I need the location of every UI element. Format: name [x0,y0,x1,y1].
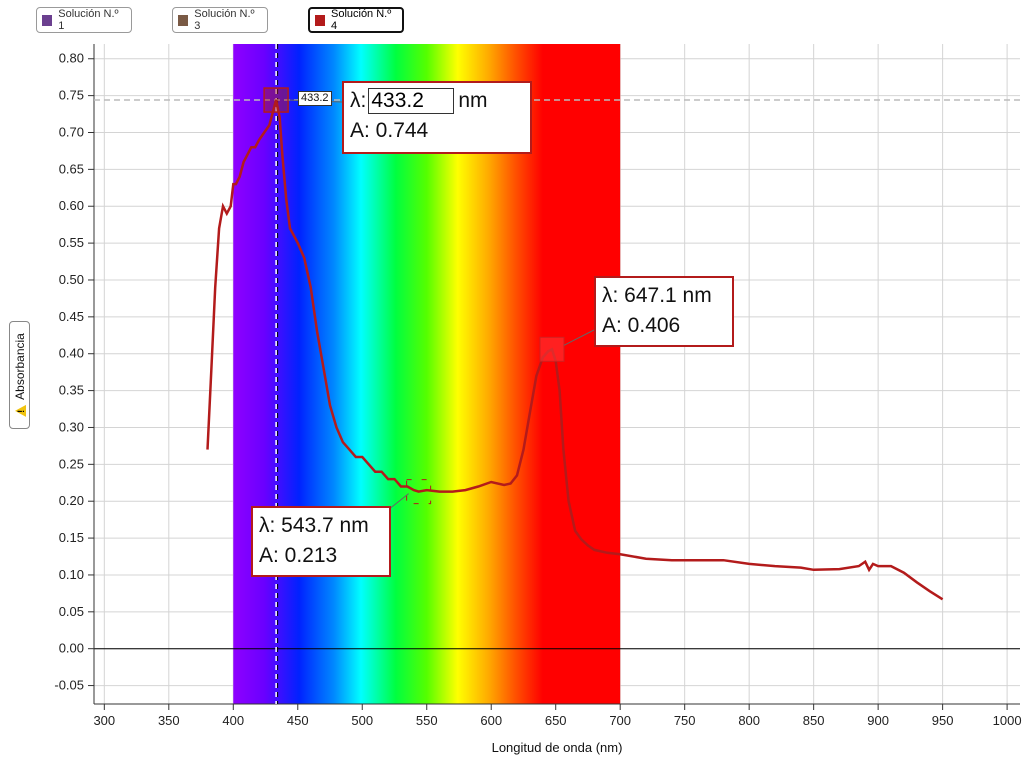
x-tick-label: 450 [287,713,309,728]
legend-swatch-1 [42,14,53,26]
legend-label-3: Solución N.º 3 [194,8,255,32]
legend-solucion-1[interactable]: Solución N.º 1 [36,7,132,33]
legend-swatch-3 [178,14,189,26]
cursor-marker[interactable] [263,87,289,113]
y-tick-label: -0.05 [54,678,84,693]
x-tick-label: 300 [93,713,115,728]
min-lambda: λ: 543.7 nm [259,514,369,537]
y-tick-label: 0.05 [59,604,84,619]
x-tick-label: 500 [351,713,373,728]
warning-icon [14,404,25,417]
peak-leader [563,329,595,346]
y-tick-label: 0.65 [59,161,84,176]
y-tick-label: 0.60 [59,198,84,213]
legend-solucion-3[interactable]: Solución N.º 3 [172,7,268,33]
min-callout: λ: 543.7 nm A: 0.213 [251,506,391,577]
cursor-callout: λ: nm A: 0.744 [342,81,532,154]
legend-label-4: Solución N.º 4 [330,8,392,32]
y-tick-label: 0.75 [59,88,84,103]
peak-lambda: λ: 647.1 nm [602,284,712,307]
x-tick-label: 700 [609,713,631,728]
x-tick-label: 400 [222,713,244,728]
cursor-unit: nm [458,89,488,112]
x-tick-label: 800 [738,713,760,728]
y-tick-label: 0.40 [59,346,84,361]
markers [263,87,565,505]
peak-absorbance: A: 0.406 [602,314,681,337]
y-tick-label: 0.80 [59,51,84,66]
y-axis-title-box[interactable]: Absorbancia [9,321,30,429]
y-tick-label: 0.20 [59,493,84,508]
visible-spectrum-band [233,44,621,704]
y-tick-label: 0.15 [59,530,84,545]
x-tick-label: 650 [545,713,567,728]
y-axis-title: Absorbancia [12,333,27,400]
y-tick-label: 0.55 [59,235,84,250]
x-ticks: 300 350 400 450 500 550 600 650 700 750 800 850 900 9… [93,704,1022,728]
x-tick-label: 950 [932,713,954,728]
series-solucion-4 [206,99,944,601]
y-tick-label: 0.10 [59,567,84,582]
peak-marker[interactable] [539,336,565,362]
cursor-absorbance: A: 0.744 [350,119,429,142]
legend-label-1: Solución N.º 1 [58,8,119,32]
legend-swatch-4 [315,14,325,26]
wavelength-input[interactable] [368,88,455,114]
cursor-x-tag: 433.2 [298,91,332,106]
x-axis-title: Longitud de onda (nm) [492,740,623,755]
y-tick-label: 0.00 [59,641,84,656]
y-tick-label: 0.50 [59,272,84,287]
min-marker[interactable] [406,479,432,505]
x-tick-label: 750 [674,713,696,728]
cursor-lambda-prefix: λ: [350,89,367,112]
y-tick-label: 0.30 [59,419,84,434]
x-tick-label: 600 [480,713,502,728]
min-absorbance: A: 0.213 [259,544,338,567]
y-tick-label: 0.25 [59,456,84,471]
legend-solucion-4[interactable]: Solución N.º 4 [308,7,404,33]
y-tick-label: 0.35 [59,383,84,398]
y-ticks: -0.05 0.00 0.05 0.10 0.15 0.20 0.25 0.30 0.35 0.4… [54,51,94,693]
min-leader [387,493,409,511]
x-tick-label: 1000 [993,713,1022,728]
x-tick-label: 900 [867,713,889,728]
y-tick-label: 0.45 [59,309,84,324]
x-tick-label: 550 [416,713,438,728]
y-tick-label: 0.70 [59,124,84,139]
peak-callout: λ: 647.1 nm A: 0.406 [594,276,734,347]
x-tick-label: 350 [158,713,180,728]
x-tick-label: 850 [803,713,825,728]
